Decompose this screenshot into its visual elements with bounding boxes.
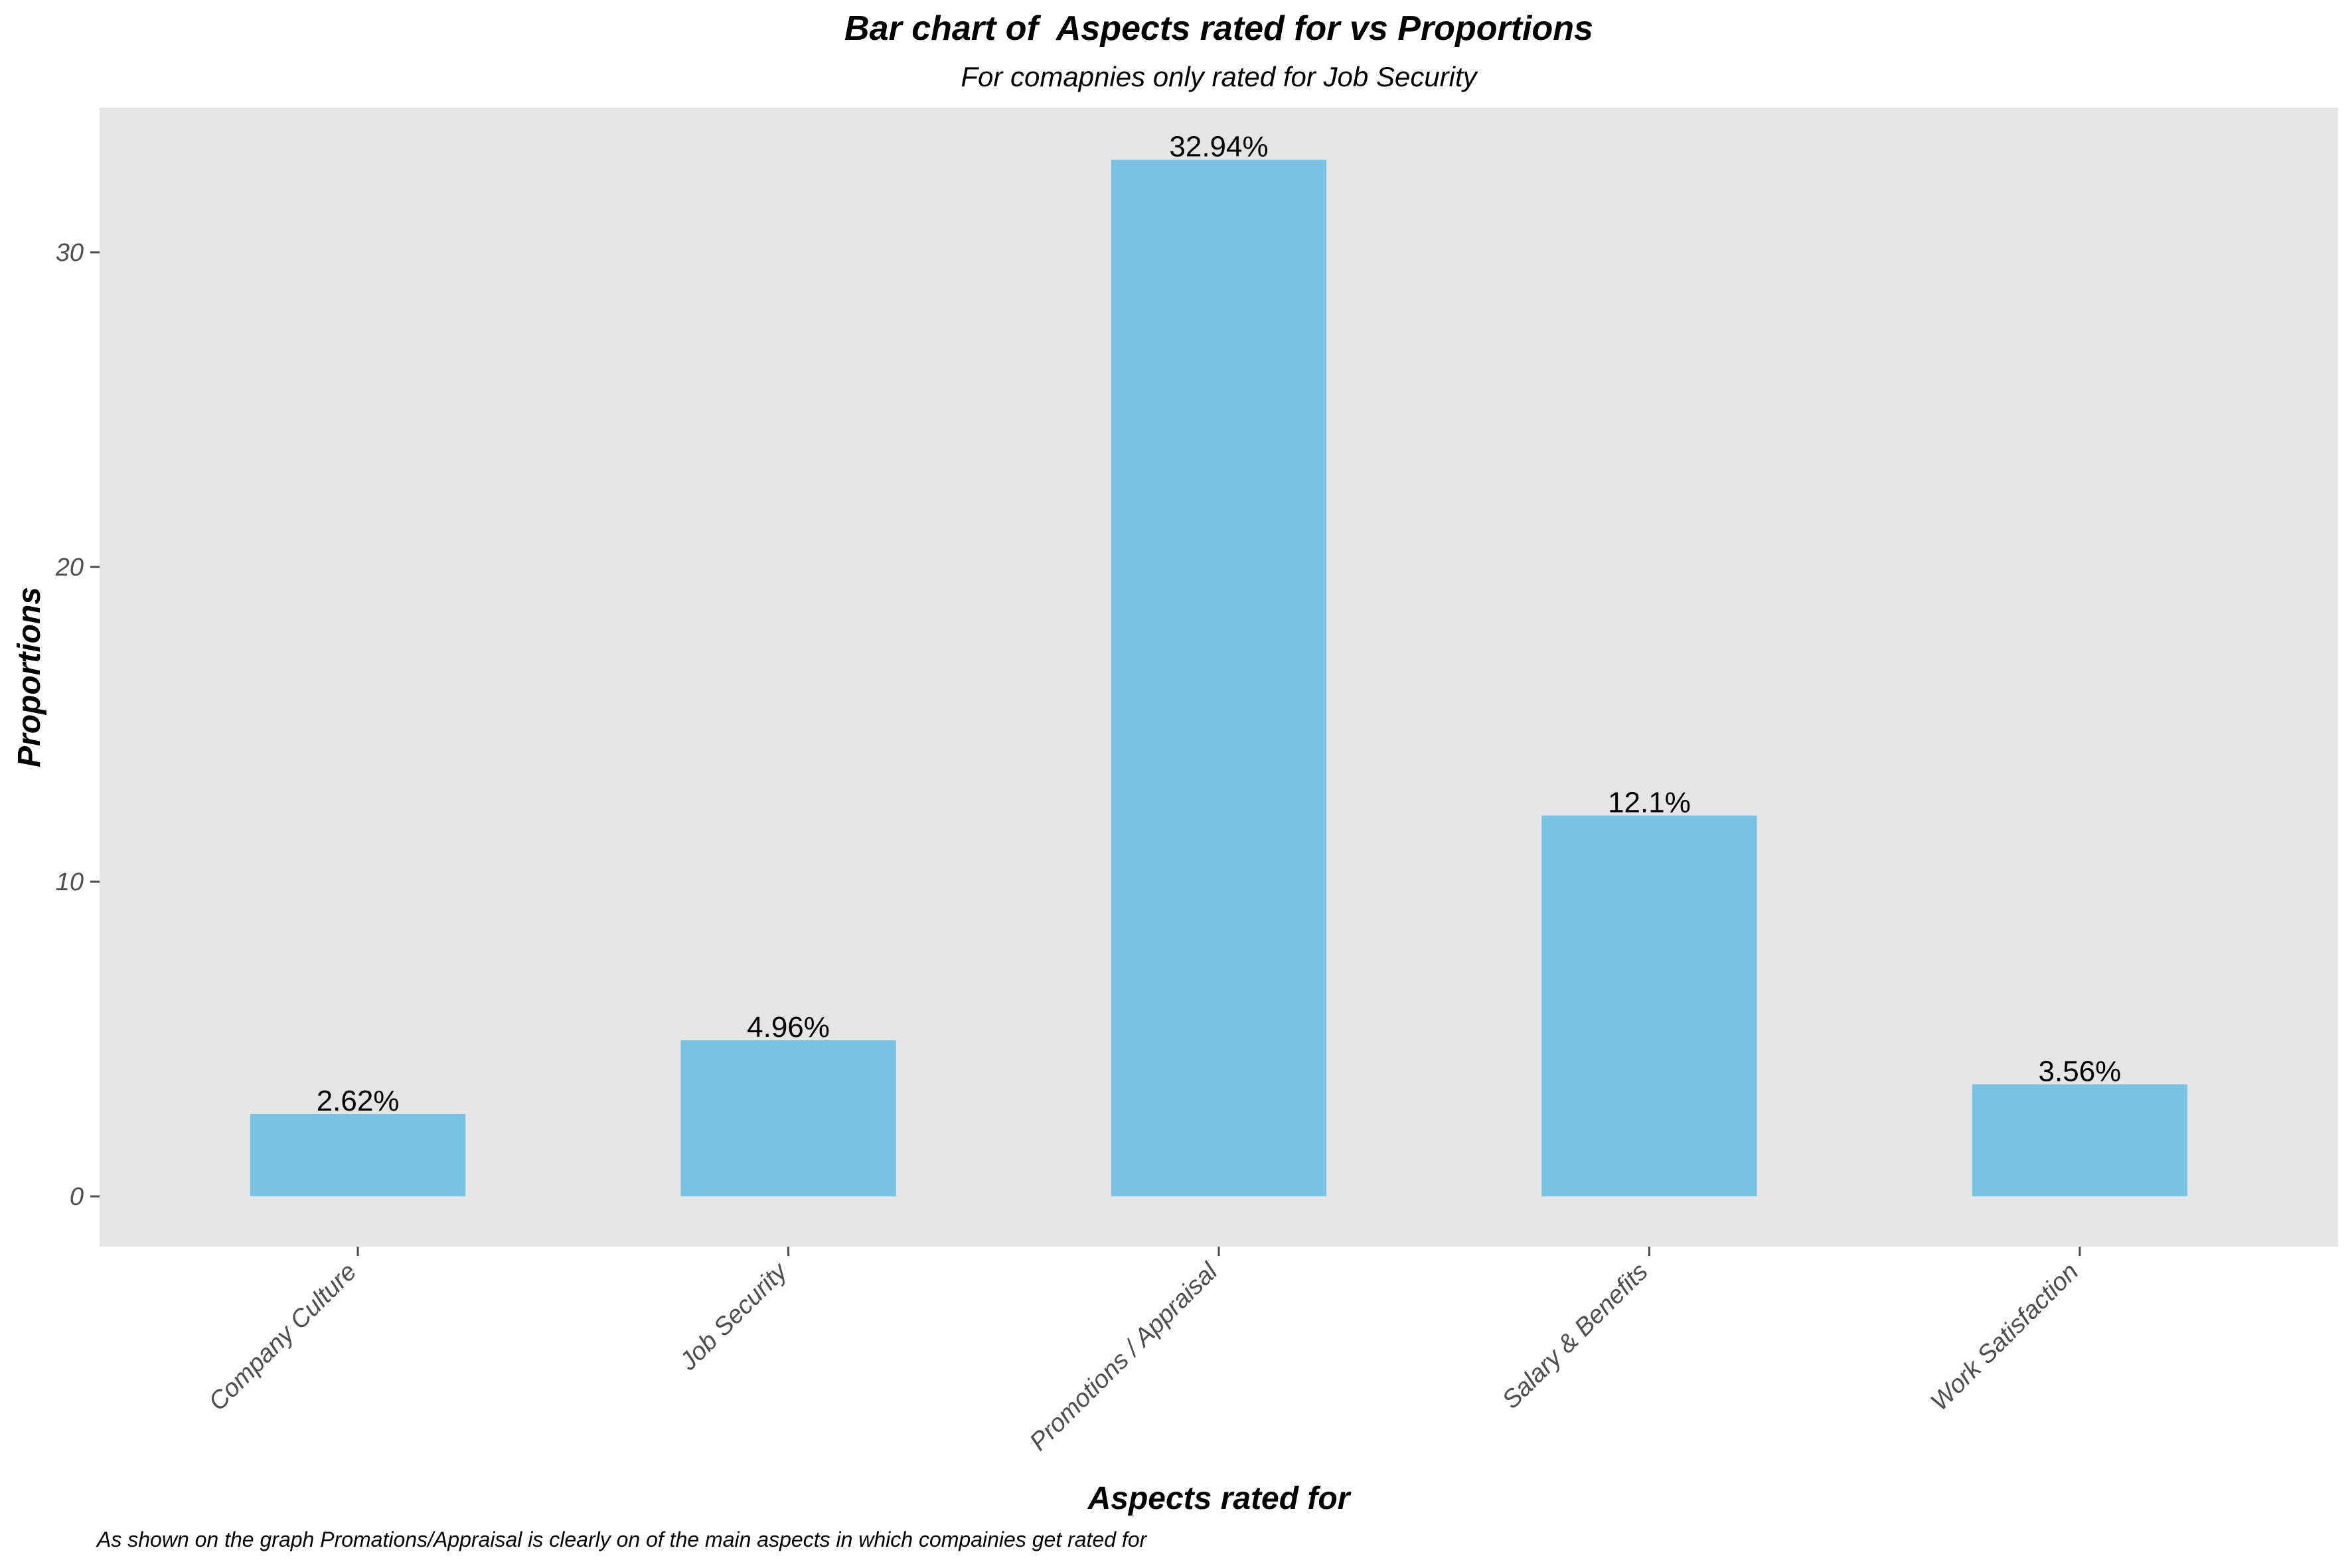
y-axis-title: Proportions (12, 587, 47, 767)
y-axis: 0 10 20 30 (55, 239, 100, 1211)
x-axis: Company Culture Job Security Promotions / … (204, 1247, 2084, 1456)
y-tick-label: 0 (70, 1183, 84, 1211)
x-tick-label: Work Satisfaction (1926, 1258, 2084, 1417)
x-tick-label: Salary & Benefits (1497, 1258, 1654, 1415)
bars-group: 2.62% 4.96% 32.94% 12.1% 3.56% (250, 131, 2188, 1197)
x-axis-title: Aspects rated for (1087, 1481, 1352, 1516)
chart-caption: As shown on the graph Promations/Apprais… (96, 1528, 1148, 1551)
bar (680, 1040, 896, 1197)
data-label: 2.62% (317, 1085, 400, 1117)
x-tick-label: Job Security (674, 1257, 794, 1376)
x-tick-label: Promotions / Appraisal (1024, 1257, 1223, 1456)
bar (1111, 159, 1327, 1197)
data-label: 12.1% (1608, 787, 1691, 819)
chart-subtitle: For comapnies only rated for Job Securit… (961, 61, 1478, 92)
y-tick-label: 20 (55, 554, 84, 582)
chart-title: Bar chart of Aspects rated for vs Propor… (844, 9, 1593, 48)
y-tick-label: 10 (56, 868, 84, 896)
bar (1972, 1084, 2188, 1197)
bar (1541, 815, 1757, 1197)
data-label: 3.56% (2039, 1055, 2122, 1087)
bar (250, 1113, 466, 1197)
y-tick-label: 30 (56, 239, 84, 267)
data-label: 4.96% (747, 1011, 830, 1044)
data-label: 32.94% (1169, 131, 1268, 163)
x-tick-label: Company Culture (204, 1258, 362, 1417)
